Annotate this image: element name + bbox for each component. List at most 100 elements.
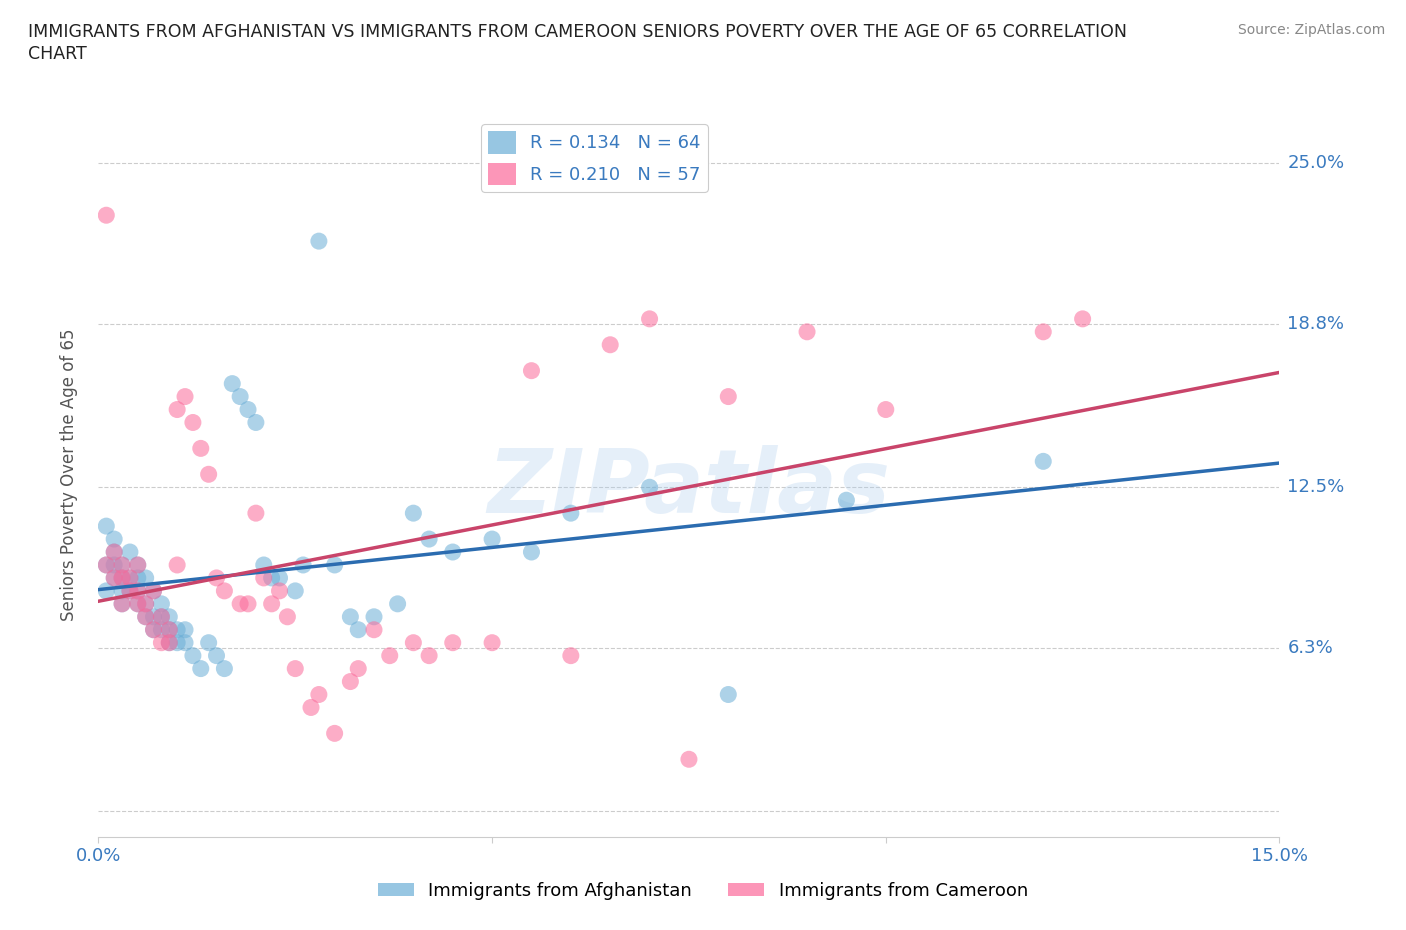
- Point: [96, 558, 118, 573]
- Point: [260, 596, 283, 611]
- Point: [118, 583, 141, 598]
- Point: [127, 558, 149, 573]
- Point: [678, 751, 700, 766]
- Point: [127, 570, 149, 585]
- Point: [253, 570, 276, 585]
- Point: [103, 545, 125, 560]
- Point: [181, 415, 204, 430]
- Point: [135, 609, 157, 624]
- Point: [308, 233, 330, 248]
- Point: [111, 558, 134, 573]
- Point: [253, 558, 276, 573]
- Point: [157, 622, 180, 637]
- Point: [111, 583, 134, 598]
- Point: [118, 583, 141, 598]
- Point: [103, 532, 125, 547]
- Point: [387, 596, 409, 611]
- Point: [402, 635, 425, 650]
- Point: [481, 532, 503, 547]
- Point: [96, 558, 118, 573]
- Point: [135, 596, 157, 611]
- Point: [197, 467, 219, 482]
- Point: [190, 441, 212, 456]
- Point: [111, 570, 134, 585]
- Point: [560, 506, 582, 521]
- Point: [299, 700, 322, 715]
- Point: [111, 596, 134, 611]
- Point: [118, 570, 141, 585]
- Point: [236, 596, 259, 611]
- Point: [229, 389, 252, 404]
- Point: [638, 312, 661, 326]
- Point: [111, 596, 134, 611]
- Point: [339, 674, 361, 689]
- Text: CHART: CHART: [28, 45, 87, 62]
- Point: [118, 570, 141, 585]
- Point: [284, 661, 307, 676]
- Point: [142, 622, 165, 637]
- Point: [245, 506, 267, 521]
- Point: [157, 635, 180, 650]
- Point: [402, 506, 425, 521]
- Point: [174, 389, 197, 404]
- Point: [166, 402, 188, 417]
- Point: [127, 596, 149, 611]
- Legend: R = 0.134   N = 64, R = 0.210   N = 57: R = 0.134 N = 64, R = 0.210 N = 57: [481, 125, 707, 192]
- Point: [292, 558, 315, 573]
- Point: [347, 622, 370, 637]
- Point: [127, 583, 149, 598]
- Point: [181, 648, 204, 663]
- Point: [142, 609, 165, 624]
- Text: Source: ZipAtlas.com: Source: ZipAtlas.com: [1237, 23, 1385, 37]
- Point: [157, 609, 180, 624]
- Point: [221, 377, 243, 392]
- Point: [378, 648, 401, 663]
- Point: [269, 570, 291, 585]
- Y-axis label: Seniors Poverty Over the Age of 65: Seniors Poverty Over the Age of 65: [59, 328, 77, 620]
- Point: [520, 545, 543, 560]
- Text: 18.8%: 18.8%: [1288, 315, 1344, 333]
- Point: [418, 648, 440, 663]
- Point: [157, 635, 180, 650]
- Point: [717, 687, 740, 702]
- Point: [323, 726, 346, 741]
- Point: [560, 648, 582, 663]
- Point: [363, 609, 385, 624]
- Point: [363, 622, 385, 637]
- Point: [111, 558, 134, 573]
- Point: [135, 596, 157, 611]
- Point: [142, 583, 165, 598]
- Point: [142, 583, 165, 598]
- Point: [520, 364, 543, 379]
- Text: ZIPatlas: ZIPatlas: [488, 445, 890, 532]
- Legend: Immigrants from Afghanistan, Immigrants from Cameroon: Immigrants from Afghanistan, Immigrants …: [371, 874, 1035, 907]
- Point: [103, 545, 125, 560]
- Point: [236, 402, 259, 417]
- Point: [214, 583, 236, 598]
- Point: [103, 570, 125, 585]
- Point: [103, 558, 125, 573]
- Point: [103, 570, 125, 585]
- Point: [269, 583, 291, 598]
- Point: [418, 532, 440, 547]
- Point: [481, 635, 503, 650]
- Point: [118, 545, 141, 560]
- Point: [214, 661, 236, 676]
- Point: [135, 609, 157, 624]
- Point: [197, 635, 219, 650]
- Point: [1032, 454, 1054, 469]
- Point: [135, 570, 157, 585]
- Point: [174, 635, 197, 650]
- Text: IMMIGRANTS FROM AFGHANISTAN VS IMMIGRANTS FROM CAMEROON SENIORS POVERTY OVER THE: IMMIGRANTS FROM AFGHANISTAN VS IMMIGRANT…: [28, 23, 1128, 41]
- Point: [166, 558, 188, 573]
- Point: [190, 661, 212, 676]
- Point: [441, 545, 464, 560]
- Point: [166, 622, 188, 637]
- Point: [157, 622, 180, 637]
- Text: 12.5%: 12.5%: [1288, 478, 1344, 497]
- Point: [142, 622, 165, 637]
- Point: [150, 596, 173, 611]
- Point: [599, 338, 621, 352]
- Point: [127, 583, 149, 598]
- Point: [205, 648, 228, 663]
